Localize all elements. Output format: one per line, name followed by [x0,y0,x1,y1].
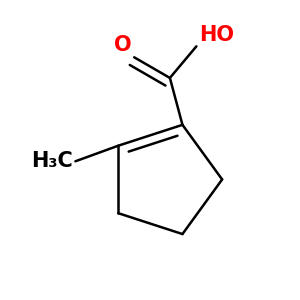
Text: O: O [114,35,131,55]
Text: HO: HO [199,25,234,45]
Text: H₃C: H₃C [31,151,73,171]
